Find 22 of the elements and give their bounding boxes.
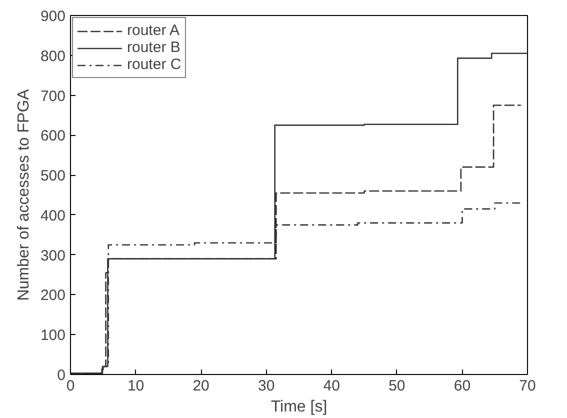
legend-label: router C [127,56,182,73]
y-tick-label: 500 [40,168,66,185]
x-tick-label: 10 [127,378,144,394]
y-tick-label: 300 [40,247,66,264]
y-tick-label: 400 [40,207,66,224]
y-axis-title: Number of accesses to FPGA [15,88,32,301]
legend-label: router A [127,22,180,39]
x-tick-label: 30 [258,378,275,394]
y-tick-label: 600 [40,128,66,145]
x-tick-label: 50 [388,378,406,394]
y-tick-label: 800 [40,48,66,65]
x-axis-title: Time [s] [270,398,328,416]
y-tick-label: 900 [40,8,66,25]
y-tick-label: 700 [40,88,66,105]
y-tick-label: 100 [40,327,66,344]
x-tick-label: 40 [323,378,340,394]
x-tick-label: 60 [454,378,471,394]
legend-label: router B [127,39,180,56]
y-tick-label: 0 [57,367,66,384]
x-tick-label: 70 [519,378,536,394]
y-tick-label: 200 [40,287,66,304]
x-tick-label: 20 [192,378,210,394]
